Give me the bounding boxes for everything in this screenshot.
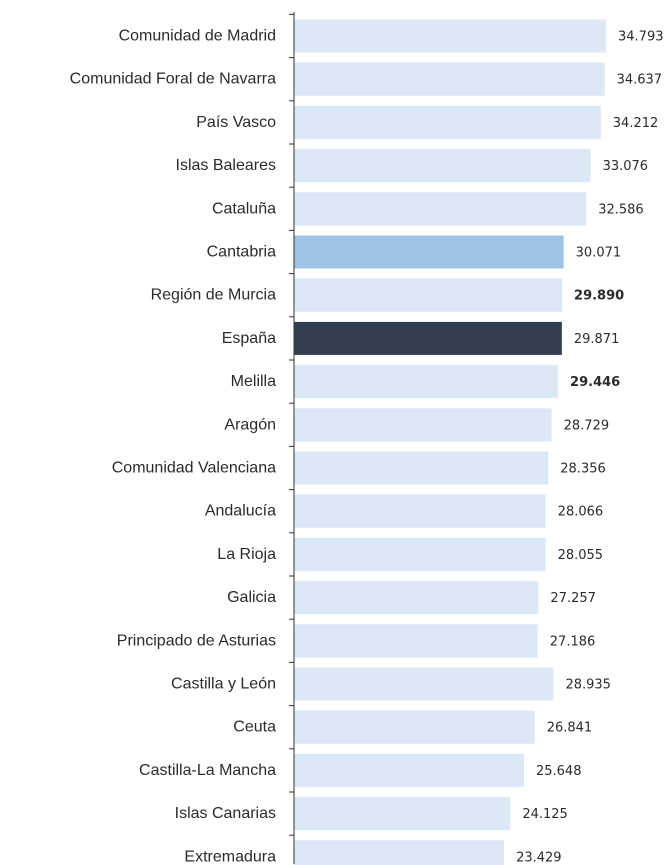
- bar-principado-de-asturias: [294, 624, 538, 658]
- bar-islas-baleares: [294, 149, 591, 183]
- value-label-region-de-murcia: 29.890: [574, 289, 624, 304]
- bar-castilla-la-mancha: [294, 753, 524, 787]
- value-label-cataluna: 32.586: [598, 202, 644, 217]
- value-label-islas-baleares: 33.076: [603, 159, 649, 174]
- value-labels: 34.793 34.637 34.212 33.076 32.586 30.071 29.8…: [516, 30, 663, 865]
- category-label-region-de-murcia: Región de Murcia: [151, 287, 277, 304]
- category-label-extremadura: Extremadura: [184, 848, 276, 865]
- category-label-la-rioja: La Rioja: [217, 546, 276, 563]
- bar-espana: [294, 321, 562, 355]
- category-label-andalucia: Andalucía: [205, 503, 276, 520]
- value-label-galicia: 27.257: [550, 591, 596, 606]
- value-label-principado-de-asturias: 27.186: [550, 634, 596, 649]
- category-label-cantabria: Cantabria: [207, 244, 276, 261]
- bar-region-de-murcia: [294, 278, 563, 312]
- category-label-principado-de-asturias: Principado de Asturias: [117, 632, 276, 649]
- category-label-comunidad-foral-de-navarra: Comunidad Foral de Navarra: [70, 71, 276, 88]
- value-label-pais-vasco: 34.212: [613, 116, 659, 131]
- value-label-la-rioja: 28.055: [558, 548, 604, 563]
- category-label-ceuta: Ceuta: [233, 719, 276, 736]
- category-label-espana: España: [222, 330, 276, 347]
- bar-extremadura: [294, 840, 505, 865]
- y-axis: [289, 12, 295, 864]
- value-label-extremadura: 23.429: [516, 850, 562, 865]
- value-label-comunidad-valenciana: 28.356: [560, 462, 606, 477]
- value-label-castilla-la-mancha: 25.648: [536, 764, 582, 779]
- bar-ceuta: [294, 710, 535, 744]
- category-label-castilla-y-leon: Castilla y León: [171, 676, 276, 693]
- bar-melilla: [294, 365, 559, 399]
- bar-comunidad-foral-de-navarra: [294, 62, 605, 96]
- bar-comunidad-valenciana: [294, 451, 549, 485]
- value-label-comunidad-foral-de-navarra: 34.637: [617, 73, 663, 88]
- value-label-cantabria: 30.071: [576, 246, 622, 261]
- bar-andalucia: [294, 494, 546, 528]
- bar-pais-vasco: [294, 105, 601, 139]
- value-label-comunidad-de-madrid: 34.793: [618, 30, 664, 45]
- bars-group: [294, 19, 606, 865]
- value-label-castilla-y-leon: 28.935: [565, 678, 611, 693]
- bar-la-rioja: [294, 537, 546, 571]
- bar-cantabria: [294, 235, 564, 269]
- bar-castilla-y-leon: [294, 667, 554, 701]
- category-label-melilla: Melilla: [231, 373, 276, 390]
- category-label-castilla-la-mancha: Castilla-La Mancha: [139, 762, 276, 779]
- bar-islas-canarias: [294, 797, 511, 831]
- category-labels: Comunidad de Madrid Comunidad Foral de Na…: [70, 28, 276, 865]
- category-label-galicia: Galicia: [227, 589, 276, 606]
- value-label-andalucia: 28.066: [558, 505, 604, 520]
- bar-galicia: [294, 581, 539, 615]
- category-label-comunidad-valenciana: Comunidad Valenciana: [112, 460, 276, 477]
- value-label-ceuta: 26.841: [547, 721, 593, 736]
- category-label-aragon: Aragón: [224, 416, 276, 433]
- category-label-islas-canarias: Islas Canarias: [175, 805, 276, 822]
- bar-aragon: [294, 408, 552, 442]
- bar-comunidad-de-madrid: [294, 19, 606, 53]
- value-label-espana: 29.871: [574, 332, 620, 347]
- category-label-pais-vasco: País Vasco: [196, 114, 276, 131]
- value-label-aragon: 28.729: [564, 418, 610, 433]
- bar-cataluna: [294, 192, 587, 226]
- value-label-islas-canarias: 24.125: [522, 807, 568, 822]
- category-label-cataluna: Cataluña: [212, 200, 276, 217]
- category-label-islas-baleares: Islas Baleares: [176, 157, 277, 174]
- value-label-melilla: 29.446: [570, 375, 620, 390]
- category-label-comunidad-de-madrid: Comunidad de Madrid: [119, 28, 276, 45]
